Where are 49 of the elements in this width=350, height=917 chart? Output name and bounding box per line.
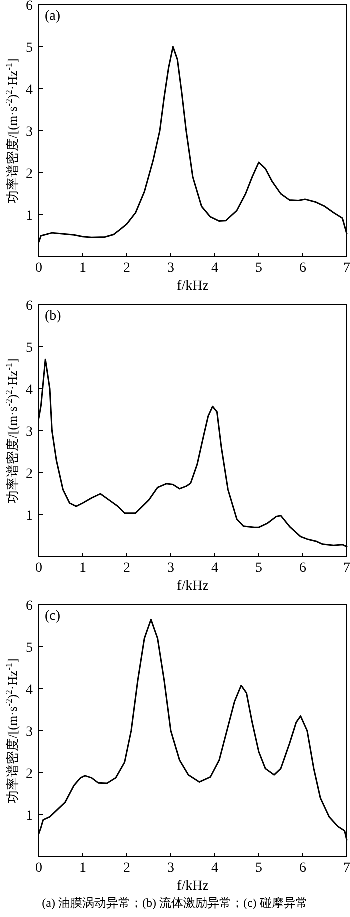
- x-tick-label: 3: [168, 561, 174, 576]
- y-tick-label: 4: [26, 83, 33, 98]
- y-tick-label: 2: [26, 167, 33, 182]
- y-tick-label: 4: [26, 383, 33, 398]
- y-tick-label: 3: [26, 425, 33, 440]
- chart-title: (a): [45, 9, 61, 24]
- x-tick-label: 6: [300, 261, 306, 276]
- x-tick-label: 2: [124, 861, 130, 876]
- x-tick-label: 5: [256, 561, 262, 576]
- x-tick-label: 0: [36, 561, 42, 576]
- x-tick-label: 4: [212, 261, 218, 276]
- y-tick-label: 5: [26, 41, 33, 56]
- x-tick-label: 1: [80, 261, 86, 276]
- x-tick-label: 1: [80, 561, 86, 576]
- x-tick-label: 4: [212, 561, 218, 576]
- y-tick-label: 1: [26, 809, 33, 824]
- x-tick-label: 7: [344, 561, 350, 576]
- y-tick-label: 4: [26, 683, 33, 698]
- y-tick-label: 3: [26, 725, 33, 740]
- y-tick-label: 1: [26, 509, 33, 524]
- chart-title: (c): [45, 609, 61, 624]
- y-tick-label: 6: [26, 599, 33, 614]
- x-tick-label: 6: [300, 561, 306, 576]
- chart-title: (b): [45, 309, 62, 324]
- x-tick-label: 3: [168, 861, 174, 876]
- y-tick-label: 5: [26, 641, 33, 656]
- x-tick-label: 7: [344, 261, 350, 276]
- x-tick-label: 2: [124, 261, 130, 276]
- x-axis-title: f/kHz: [177, 879, 209, 894]
- x-tick-label: 0: [36, 261, 42, 276]
- y-tick-label: 6: [26, 299, 33, 314]
- x-tick-label: 5: [256, 261, 262, 276]
- x-tick-label: 2: [124, 561, 130, 576]
- x-tick-label: 3: [168, 261, 174, 276]
- y-tick-label: 3: [26, 125, 33, 140]
- x-axis-title: f/kHz: [177, 279, 209, 294]
- x-tick-label: 7: [344, 861, 350, 876]
- text: (a) 油膜涡动异常；(b) 流体激励异常；(c) 碰摩异常: [42, 896, 308, 910]
- y-tick-label: 5: [26, 341, 33, 356]
- y-tick-label: 1: [26, 209, 33, 224]
- y-tick-label: 6: [26, 0, 33, 14]
- x-tick-label: 6: [300, 861, 306, 876]
- y-tick-label: 2: [26, 467, 33, 482]
- x-tick-label: 4: [212, 861, 218, 876]
- x-tick-label: 0: [36, 861, 42, 876]
- x-tick-label: 5: [256, 861, 262, 876]
- y-tick-label: 2: [26, 767, 33, 782]
- x-tick-label: 1: [80, 861, 86, 876]
- x-axis-title: f/kHz: [177, 579, 209, 594]
